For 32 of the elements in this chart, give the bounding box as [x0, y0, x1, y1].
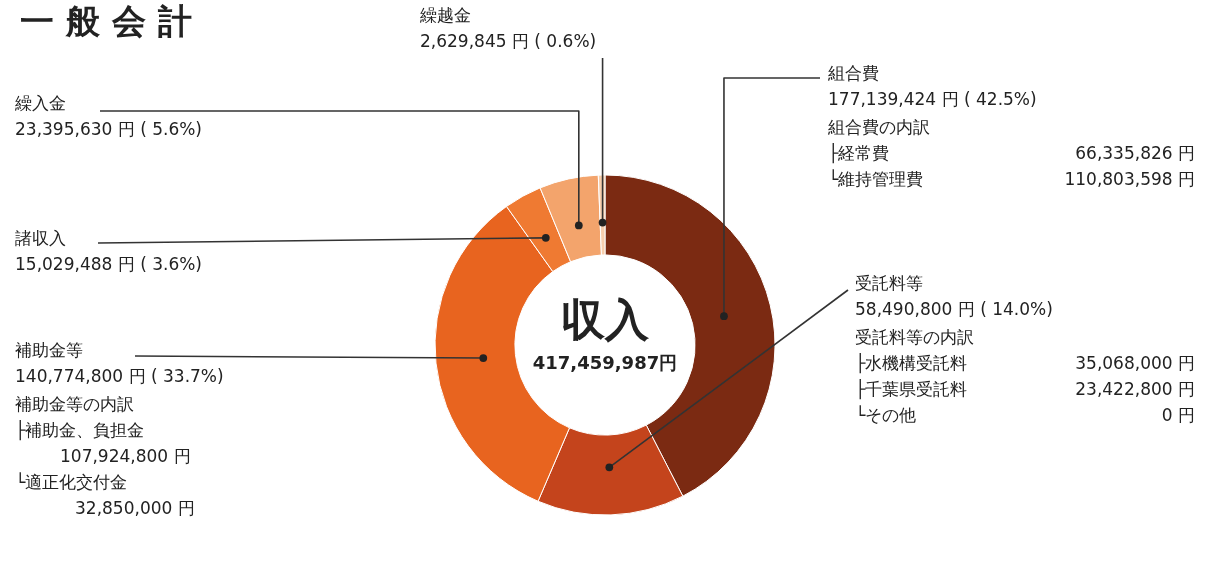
slice-label: 補助金等	[15, 340, 83, 360]
text: ├補助金、負担金	[15, 420, 145, 441]
text: ├水機構受託料	[855, 353, 968, 374]
slice-label: 繰入金	[14, 93, 66, 113]
text: └その他	[855, 405, 917, 425]
text: 110,803,598 円	[1064, 169, 1195, 189]
data-label: 140,774,800 円 ( 33.7%)	[15, 366, 224, 386]
chart-title: 一 般 会 計	[20, 1, 192, 41]
slice-label: 受託料等	[855, 273, 923, 293]
text: 35,068,000 円	[1075, 353, 1195, 373]
text: 補助金等の内訳	[15, 394, 134, 414]
slice-label: 繰越金	[419, 5, 471, 25]
text: └適正化交付金	[15, 472, 128, 492]
data-label: 177,139,424 円 ( 42.5%)	[828, 89, 1037, 109]
text: 0 円	[1161, 405, 1195, 425]
slice-label: 諸収入	[15, 228, 66, 248]
slice-label: 組合費	[827, 63, 879, 83]
text: 417,459,987円	[532, 352, 678, 373]
text: ├経常費	[828, 143, 890, 164]
text: └維持管理費	[828, 169, 924, 189]
text: 収入	[561, 294, 650, 345]
text: 23,422,800 円	[1075, 379, 1195, 399]
data-label: 58,490,800 円 ( 14.0%)	[855, 299, 1053, 319]
text: 受託料等の内訳	[855, 327, 974, 347]
data-label: 2,629,845 円 ( 0.6%)	[420, 31, 597, 51]
text: 107,924,800 円	[60, 446, 191, 466]
text: 32,850,000 円	[75, 498, 195, 518]
data-label: 15,029,488 円 ( 3.6%)	[15, 254, 202, 274]
data-label: 23,395,630 円 ( 5.6%)	[15, 119, 202, 139]
text: ├千葉県受託料	[855, 379, 968, 400]
text: 組合費の内訳	[827, 117, 930, 137]
text: 66,335,826 円	[1075, 143, 1195, 163]
